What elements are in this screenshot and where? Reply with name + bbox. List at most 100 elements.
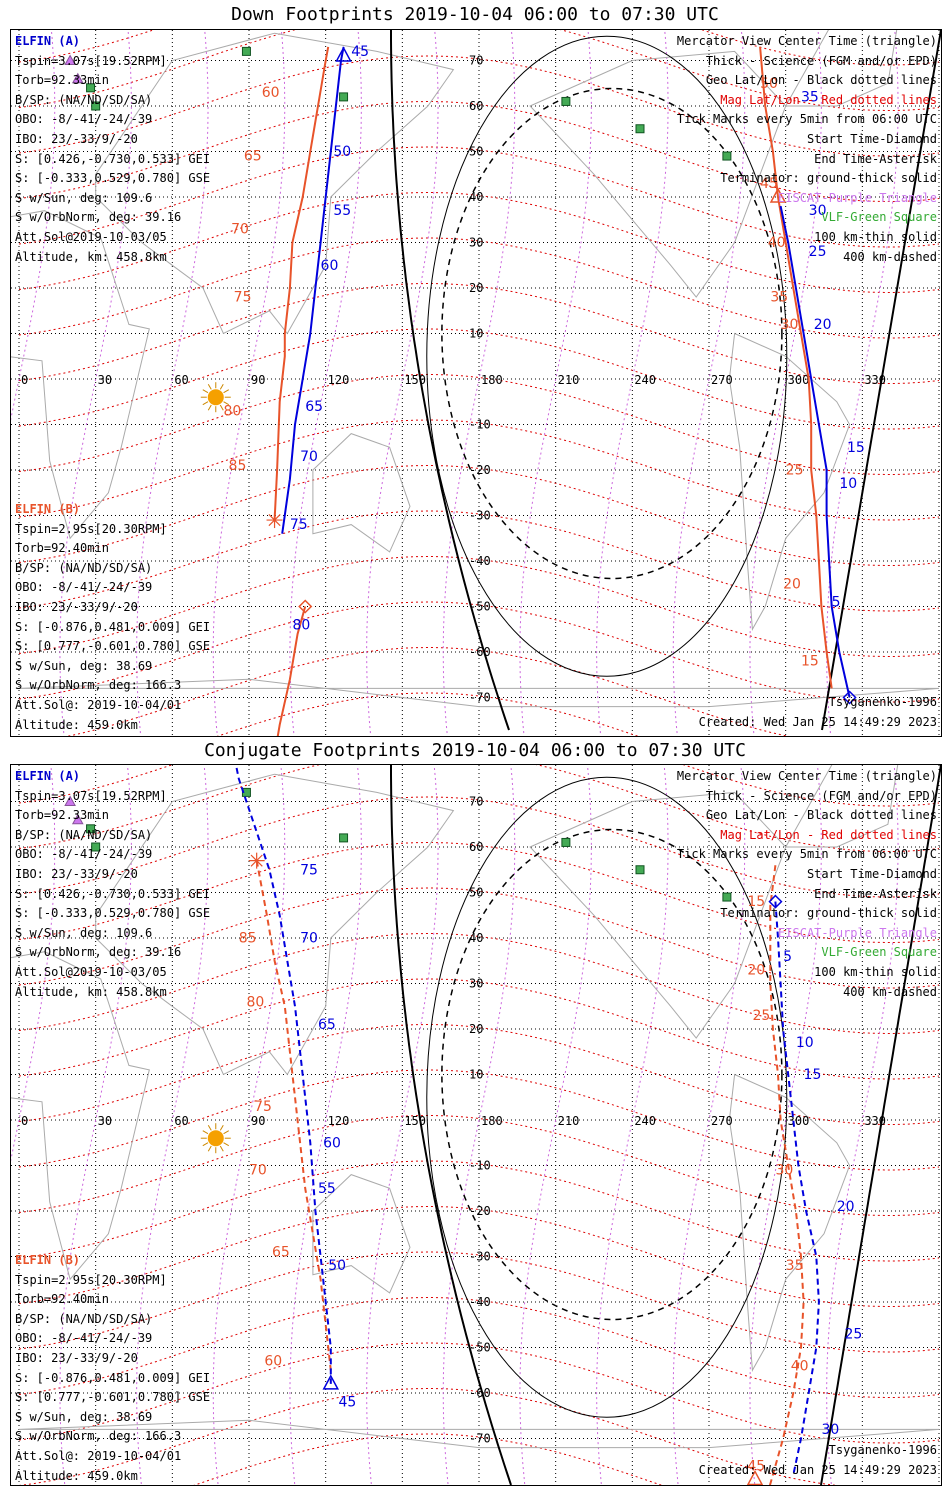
latitude-tick-label: 50 [469,145,483,159]
legend-line: End Time-Asterisk [814,151,937,166]
elfin-b-info-line: OBO: -8/-41/-24/-39 [15,1331,153,1346]
elfin-a-track-east-start-diamond [842,690,857,705]
mag-latitude-line [18,765,940,807]
legend-line: Start Time-Diamond [806,131,937,146]
elfin-b-info-line: Att.Sol@: 2019-10-04/01 [15,697,182,712]
terminator-ground-line [820,765,941,1485]
sun-ray [202,389,209,394]
mag-longitude-line [596,30,669,736]
elfin-b-info-line: S w/Sun, deg: 38.69 [15,1409,153,1424]
elfin-b-info-line: S w/OrbNorm, deg: 166.3 [15,678,182,693]
elfin-a-info-line: S w/OrbNorm, deg: 39.16 [15,945,182,960]
elfin-b-info-line: ELFIN (B) [15,502,81,516]
legend-line: Geo Lat/Lon - Black dotted lines [705,73,937,88]
elfin-a-track-east: 5 10 15 20 25 30 [768,894,862,1476]
coastline [95,32,455,335]
conjugate-elfin-a-info: ELFIN (A) Tspin=3.07s[19.52RPM] Torb=92.33… [15,767,210,1002]
elfin-b-track: 75 70 65 60 80 85 [239,852,332,1371]
mag-latitude-line [18,191,940,294]
elfin-a-info-line: Altitude, km: 458.8km [15,984,167,999]
sun-icon [200,382,231,413]
sun-ray [223,1142,230,1147]
mag-longitude-line [596,765,669,1485]
elfin-a-track-east-tick-label: 30 [809,203,827,219]
sun-ray [219,383,224,390]
elfin-b-track-east-tick-label: 15 [747,894,765,910]
longitude-tick-label: 150 [404,1114,426,1128]
mag-longitude-line [366,765,439,1485]
elfin-b-track-tick-label: 80 [246,994,264,1010]
mag-longitude-line [212,765,286,1485]
elfin-b-info-line: S w/OrbNorm, deg: 166.3 [15,1429,182,1444]
coastline [529,791,787,1039]
longitude-tick-label: 30 [98,373,112,387]
eiscat-triangle [71,72,84,84]
mag-longitude-line [519,30,592,736]
coastline [18,678,940,708]
elfin-b-track-upper: 60 65 70 75 80 85 [223,46,330,521]
mag-latitude-line [18,30,940,112]
mag-latitude-line [18,601,940,703]
sun-ray [207,404,212,411]
terminator-100km-line [426,776,788,1418]
coastline [784,765,899,848]
vlf-station-square [91,842,101,852]
latitude-tick-label: 60 [469,99,483,113]
legend-line: Tick Marks every 5min from 06:00 UTC [676,112,937,127]
mag-latitude-line [18,282,940,385]
longitude-tick-label: 30 [98,1114,112,1128]
elfin-a-track-tick-label: 45 [338,1395,356,1411]
down-elfin-a-info: ELFIN (A) Tspin=3.07s[19.52RPM] Torb=92.33… [15,32,210,267]
elfin-b-track-east-line [768,865,805,1485]
elfin-b-track-east-center-triangle [769,187,787,203]
longitude-tick-label: 270 [711,1114,733,1128]
mag-longitude-line [289,765,362,1485]
elfin-a-info-line: S: [0.426,-0.730,0.533] GEI [15,151,211,166]
mag-latitude-line [18,1296,940,1399]
sun-ray [207,383,212,390]
elfin-a-info-line: B/SP: (NA/ND/SD/SA) [15,92,153,107]
elfin-b-track-tick-label: 70 [249,1163,267,1179]
coastlines [11,765,940,1449]
longitude-tick-label: 180 [481,1114,503,1128]
elfin-b-track-east: 15 20 25 30 35 40 45 [746,865,809,1485]
vlf-station-square [91,101,101,111]
coastline [18,1419,940,1449]
mag-longitude-line [289,30,362,736]
mag-latitude-line [66,646,790,736]
mag-latitude-line [18,932,940,1035]
longitude-tick-label: 120 [328,373,350,387]
terminator-ground-line [390,30,510,731]
axis-labels: 0306090120150180210240270300330360706050… [21,54,886,705]
sun-disc [207,1130,224,1147]
mag-latitude-line [18,55,940,157]
elfin-a-info-line: Tspin=3.07s[19.52RPM] [15,788,167,803]
geo-grid [11,30,941,736]
longitude-tick-label: 0 [21,373,28,387]
latitude-tick-label: -30 [469,509,491,523]
conjugate-created-label: Created: Wed Jan 25 14:49:29 2023 [698,1463,937,1477]
mag-longitude-line [442,30,516,736]
eiscat-triangle [71,813,84,825]
elfin-b-track-line [255,860,332,1371]
elfin-a-info-line: OBO: -8/-41/-24/-39 [15,112,153,127]
elfin-a-track-east-tick-label: 15 [847,440,865,456]
elfin-a-track: 45 50 55 60 65 70 75 80 [281,44,369,633]
elfin-b-info-line: Torb=92.40min [15,541,109,556]
elfin-b-track-upper-tick-label: 65 [244,149,262,165]
elfin-b-info-line: S: [0.777,-0.601,0.780] GSE [15,639,211,654]
elfin-b-info-line: IBO: 23/-33/9/-20 [15,1350,138,1365]
elfin-b-track-east-tick-label: 15 [801,654,819,670]
legend-line: VLF-Green Square [821,945,937,960]
sun-disc [207,389,224,406]
coastline [312,433,411,553]
latitude-tick-label: -10 [469,1159,491,1173]
elfin-a-track-east-tick-label: 25 [844,1326,862,1342]
vlf-station-square [339,92,349,102]
elfin-b-track-east-tick-label: 20 [783,576,801,592]
conjugate-elfin-b-info: ELFIN (B) Tspin=2.95s[20.30RPM] Torb=92.40… [15,1251,210,1485]
elfin-a-info-line: ELFIN (A) [15,34,81,48]
elfin-a-track-tick-label: 50 [333,144,351,160]
eiscat-triangle [64,54,76,65]
latitude-tick-label: 60 [469,840,483,854]
